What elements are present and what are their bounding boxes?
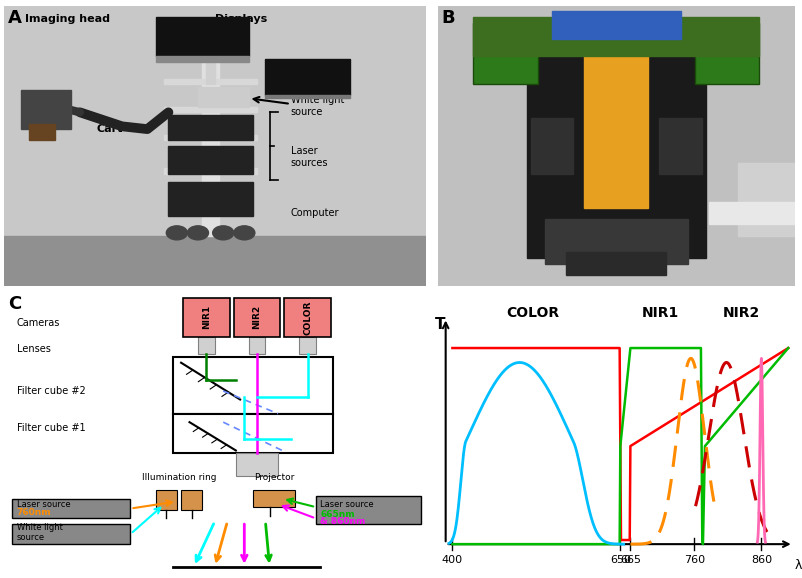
Bar [198,337,215,354]
Bar [183,298,229,337]
Bar [658,118,701,174]
Bar [253,490,294,507]
Bar [473,23,537,84]
Bar [284,298,330,337]
Bar [30,124,55,140]
Text: 760: 760 [683,555,704,565]
Bar [156,490,176,510]
Text: White light
source: White light source [17,523,63,542]
Circle shape [187,226,209,240]
Bar [565,253,666,275]
Bar [233,298,280,337]
Bar [172,357,332,414]
Text: 665: 665 [619,555,640,565]
Bar [164,168,257,174]
Text: NIR2: NIR2 [252,305,261,329]
Text: Projector: Projector [253,473,294,481]
Bar [168,183,253,216]
Text: Displays: Displays [215,14,267,24]
Bar [198,87,249,107]
Text: Laser
sources: Laser sources [290,146,328,168]
Bar [168,146,253,174]
Text: Cameras: Cameras [17,318,60,328]
Bar [172,414,332,453]
Bar [13,499,131,518]
Text: NIR2: NIR2 [722,306,759,320]
Text: Filter cube #1: Filter cube #1 [17,423,85,433]
Circle shape [233,226,254,240]
Bar [249,337,265,354]
Bar [551,12,680,39]
Bar [206,34,215,84]
Bar [694,23,759,84]
Bar [164,79,257,84]
Bar [583,56,648,208]
Text: 650: 650 [609,555,630,565]
Text: 665nm: 665nm [320,510,354,518]
Text: NIR1: NIR1 [201,305,211,329]
Circle shape [213,226,233,240]
Text: Filter cube #2: Filter cube #2 [17,386,85,396]
Bar [708,202,794,224]
Bar [4,236,425,286]
Bar [265,59,350,95]
Text: T: T [435,317,445,332]
Text: COLOR: COLOR [302,300,312,335]
Bar [526,48,705,258]
Text: 400: 400 [441,555,463,565]
Bar [265,95,350,98]
Text: & 860nm: & 860nm [320,517,365,526]
Text: 860: 860 [750,555,771,565]
Text: NIR1: NIR1 [641,306,678,320]
Bar [156,56,249,62]
Text: A: A [8,9,22,27]
Bar [181,490,202,510]
Bar [473,17,759,56]
Bar [544,219,687,264]
Bar [530,118,573,174]
Text: B: B [440,9,454,27]
Text: Computer: Computer [290,208,338,218]
Text: Laser source: Laser source [17,500,71,509]
Bar [13,524,131,544]
Bar [316,496,421,524]
Bar [236,453,277,476]
Text: 760nm: 760nm [17,508,51,517]
Bar [164,107,257,112]
Bar [202,45,219,236]
Bar [164,135,257,140]
Text: COLOR: COLOR [506,306,559,320]
Text: λ(nm): λ(nm) [794,558,802,572]
Bar [298,337,316,354]
Bar [21,90,71,129]
Text: White light
source: White light source [290,95,343,117]
Bar [156,17,249,56]
Bar [737,163,794,236]
Text: Cart: Cart [97,124,123,134]
Text: Imaging head: Imaging head [25,14,110,24]
Text: Lenses: Lenses [17,343,51,354]
Text: Laser source: Laser source [320,500,374,509]
Text: C: C [8,295,22,313]
Circle shape [166,226,187,240]
Bar [168,115,253,140]
Text: Illumination ring: Illumination ring [141,473,216,481]
